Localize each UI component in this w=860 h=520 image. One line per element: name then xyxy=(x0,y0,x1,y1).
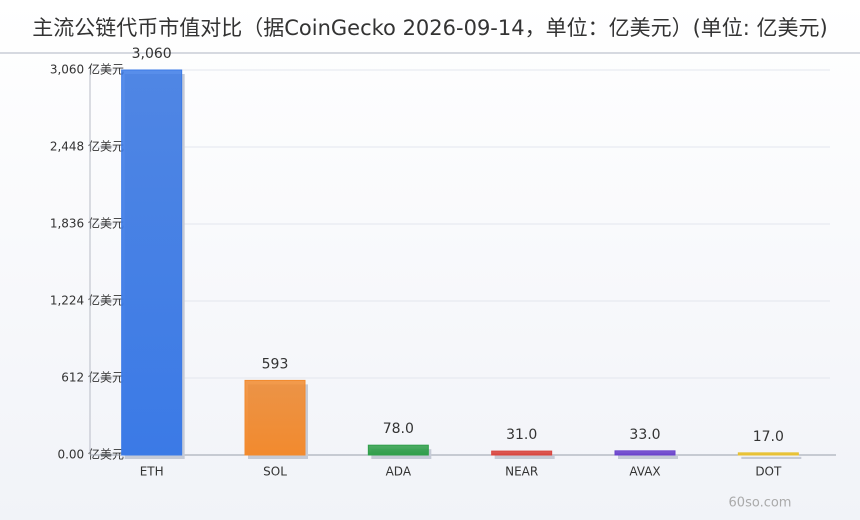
x-tick-label: NEAR xyxy=(505,465,538,479)
bar xyxy=(614,450,676,456)
bar-shadow xyxy=(741,456,802,459)
y-tick-label: 0.00 亿美元 xyxy=(57,447,124,462)
value-label: 3,060 xyxy=(132,46,172,62)
value-label: 31.0 xyxy=(506,427,537,443)
y-tick-label: 612 亿美元 xyxy=(61,370,124,385)
bar xyxy=(737,452,799,456)
watermark: 60so.com xyxy=(729,496,792,511)
value-label: 17.0 xyxy=(753,429,784,445)
chart-title: 主流公链代币市值对比（据CoinGecko 2026-09-14，单位：亿美元）… xyxy=(32,16,828,40)
bar xyxy=(491,450,553,456)
bar xyxy=(367,444,429,456)
y-tick-label: 2,448 亿美元 xyxy=(50,139,124,154)
bar-shadow xyxy=(618,454,678,459)
bar xyxy=(244,379,306,456)
value-label: 593 xyxy=(262,356,289,372)
x-tick-label: DOT xyxy=(755,465,782,479)
value-label: 33.0 xyxy=(629,427,660,443)
y-tick-label: 3,060 亿美元 xyxy=(50,62,124,77)
y-tick-label: 1,836 亿美元 xyxy=(50,216,124,231)
x-tick-label: ETH xyxy=(140,465,164,479)
bar-shadow xyxy=(494,455,555,459)
value-label: 78.0 xyxy=(383,421,414,437)
x-tick-label: AVAX xyxy=(629,465,660,479)
bar xyxy=(121,69,183,456)
y-tick-label: 1,224 亿美元 xyxy=(50,293,124,308)
x-tick-label: ADA xyxy=(386,465,412,479)
x-tick-label: SOL xyxy=(263,465,287,479)
